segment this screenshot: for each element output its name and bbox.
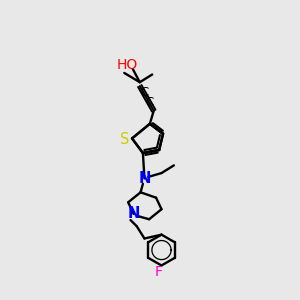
Text: F: F xyxy=(154,265,162,279)
Text: HO: HO xyxy=(117,58,138,72)
Text: N: N xyxy=(138,171,151,186)
Text: S: S xyxy=(120,132,130,147)
Text: C: C xyxy=(145,96,153,109)
Text: N: N xyxy=(128,206,140,221)
Text: C: C xyxy=(140,86,148,100)
